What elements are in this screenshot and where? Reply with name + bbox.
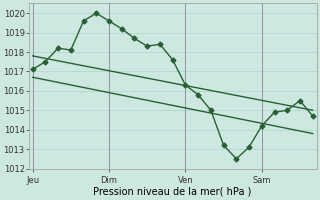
X-axis label: Pression niveau de la mer( hPa ): Pression niveau de la mer( hPa ) (93, 187, 252, 197)
